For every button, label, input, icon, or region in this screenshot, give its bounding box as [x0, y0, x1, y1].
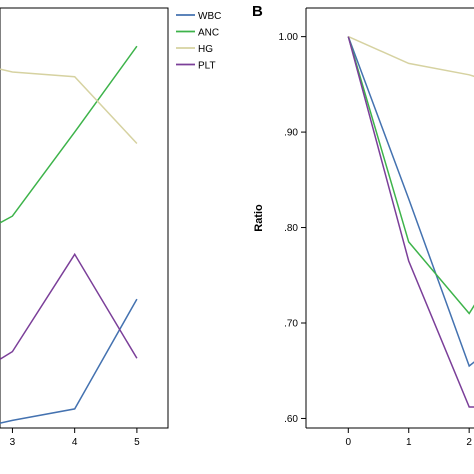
- y-tick-label: .80: [284, 223, 298, 234]
- panel-a: 3 4 5 WBC ANC HG PLT: [0, 7, 221, 448]
- x-tick-label: 2: [466, 437, 472, 448]
- series-line-hg: [347, 35, 474, 78]
- legend-label-plt: PLT: [198, 61, 216, 72]
- y-tick-label: .60: [284, 414, 298, 425]
- panel-label-b: B: [252, 3, 263, 20]
- x-tick-label: 4: [72, 437, 78, 448]
- plot-frame: [0, 7, 169, 429]
- x-tick-label: 0: [346, 437, 352, 448]
- series-line-wbc: [0, 298, 138, 424]
- series-lines: [347, 35, 474, 408]
- y-tick-label: .70: [284, 319, 298, 330]
- legend-label-anc: ANC: [198, 28, 219, 39]
- legend-label-wbc: WBC: [198, 11, 221, 22]
- legend-label-hg: HG: [198, 44, 213, 55]
- series-line-plt: [347, 36, 474, 408]
- x-tick-label: 5: [134, 437, 140, 448]
- panel-b: B 1.00 .90 .80 .70 .60 0 1 2 Ratio: [252, 3, 474, 448]
- y-tick-label: 1.00: [279, 32, 299, 43]
- series-line-wbc: [347, 36, 474, 368]
- series-line-anc: [0, 45, 138, 224]
- y-tick-label: .90: [284, 128, 298, 139]
- series-line-hg: [0, 68, 138, 145]
- x-tick-label: 1: [406, 437, 412, 448]
- x-tick-label: 3: [10, 437, 16, 448]
- y-axis-title: Ratio: [253, 204, 265, 232]
- series-line-anc: [347, 36, 474, 315]
- series-line-plt: [0, 252, 138, 360]
